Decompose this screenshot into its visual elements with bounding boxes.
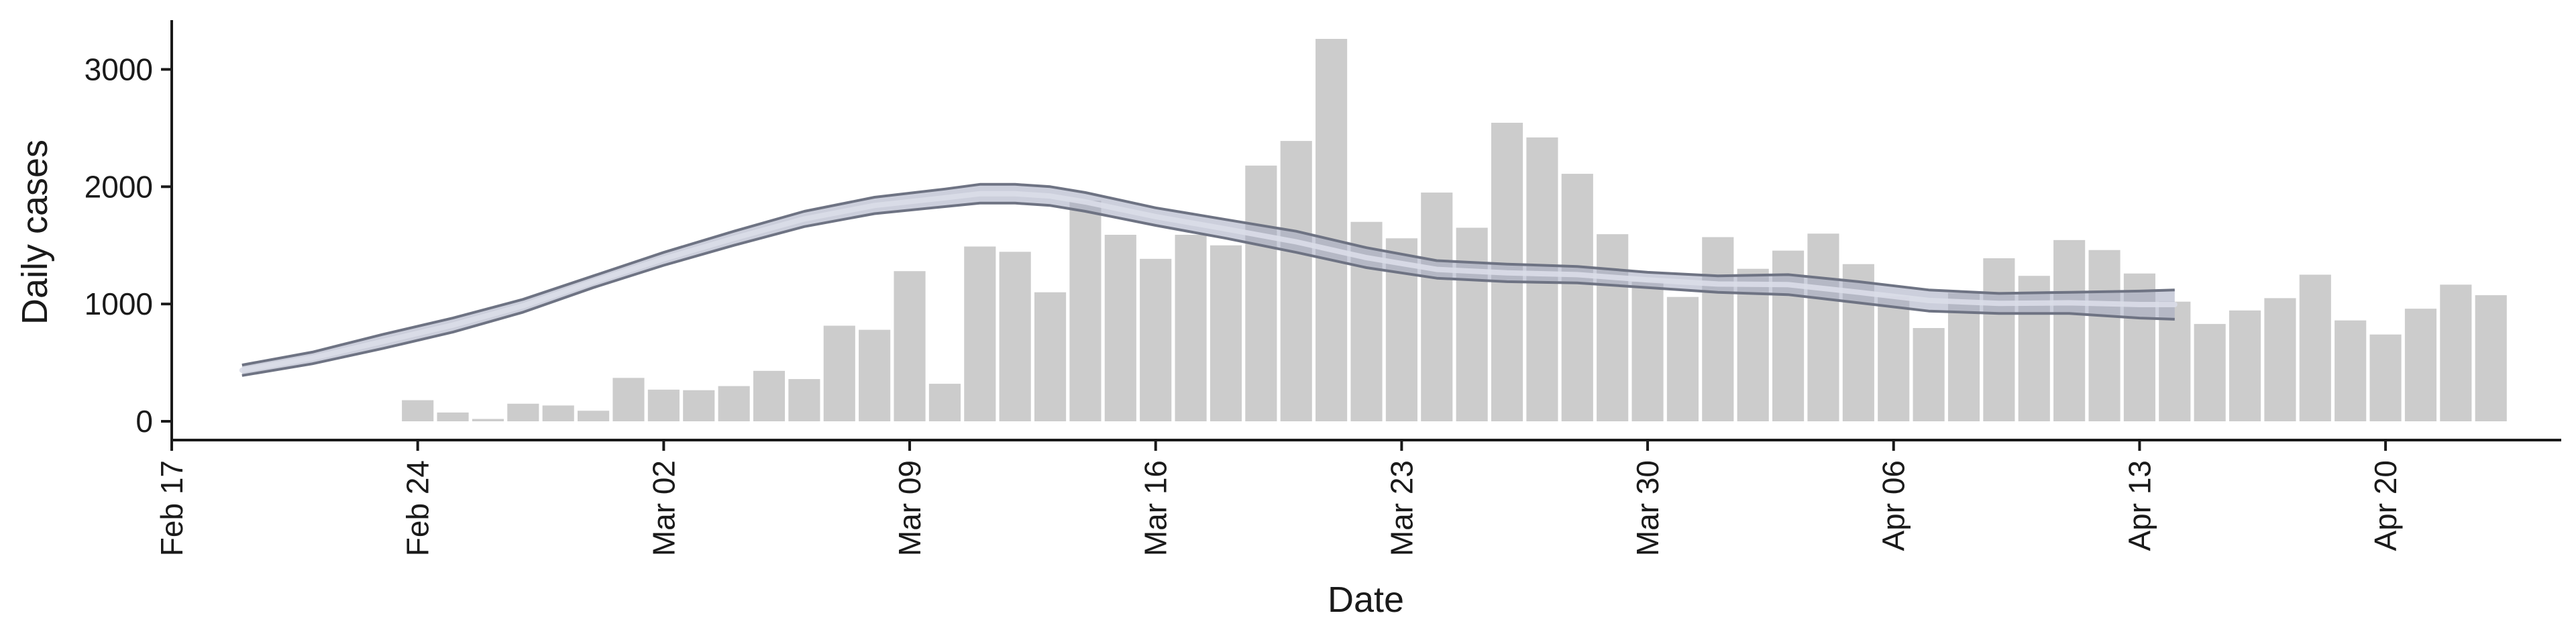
bar [753,370,786,422]
x-tick-label: Mar 02 [646,460,681,556]
bar [788,379,820,422]
bar [2194,323,2226,422]
bar [578,411,610,422]
model-band-upper-line [241,182,2175,367]
bar [647,389,680,422]
bar [1456,227,1488,422]
bar [2369,334,2402,422]
bar [2404,309,2437,422]
bar [1069,201,1102,422]
bar [2264,298,2296,422]
x-axis-label: Date [1328,580,1404,620]
model-band-area [241,184,2175,376]
x-tick-label: Mar 23 [1384,460,1419,556]
bar [1280,141,1312,422]
bar [2159,301,2191,422]
bar [1597,234,1629,422]
x-tick-label: Apr 06 [1876,460,1911,551]
bar [1140,258,1172,422]
bar [1316,38,1348,422]
bar [964,246,996,422]
y-tick-label: 0 [136,404,153,439]
bar [718,386,750,422]
model-band-lower-line [241,201,2175,377]
bar [1034,292,1067,422]
bars-layer [402,38,2507,422]
bar [2299,274,2331,422]
bar [1175,234,1207,422]
x-tick-label: Mar 30 [1630,460,1665,556]
x-tick-label: Feb 17 [154,460,189,556]
bar [859,329,891,422]
bar [894,271,926,422]
bar [2440,284,2472,422]
bar [823,325,855,422]
bar [2334,320,2367,422]
model-band-layer [239,182,2178,377]
bar [1245,165,1277,422]
bar [1561,174,1593,422]
y-tick-label: 2000 [85,169,153,204]
bar [1666,297,1699,422]
bar [2229,310,2261,422]
model-band-center [239,191,2178,373]
y-tick-label: 3000 [85,52,153,87]
bar [999,252,1031,422]
bar [542,405,574,422]
y-tick-label: 1000 [85,286,153,321]
bar [472,419,504,422]
x-tick-label: Feb 24 [400,460,435,556]
x-tick-label: Mar 09 [892,460,927,556]
bar [1947,292,1980,422]
bar [1702,237,1734,422]
bar [1807,233,1839,422]
bar [928,384,961,422]
bar [1631,281,1664,422]
x-tick-label: Apr 13 [2122,460,2157,551]
bar [683,390,715,422]
x-tick-label: Mar 16 [1138,460,1173,556]
axes-layer: 0 1000 2000 3000 Feb 17 Feb 24 Mar 02 Mar 09 Mar… [85,20,2561,556]
bar [1210,245,1242,422]
bar [1421,193,1453,422]
bar [1878,296,1910,422]
y-axis-label: Daily cases [15,140,55,325]
bar [1104,234,1136,422]
bar [2088,250,2121,422]
bar [2475,295,2507,422]
bar [2053,239,2086,422]
bar [612,378,645,422]
x-tick-label: Apr 20 [2368,460,2403,551]
bar [1913,328,1945,422]
bar [402,400,434,422]
bar [1983,258,2015,422]
bar [437,412,469,422]
bar [507,403,539,422]
